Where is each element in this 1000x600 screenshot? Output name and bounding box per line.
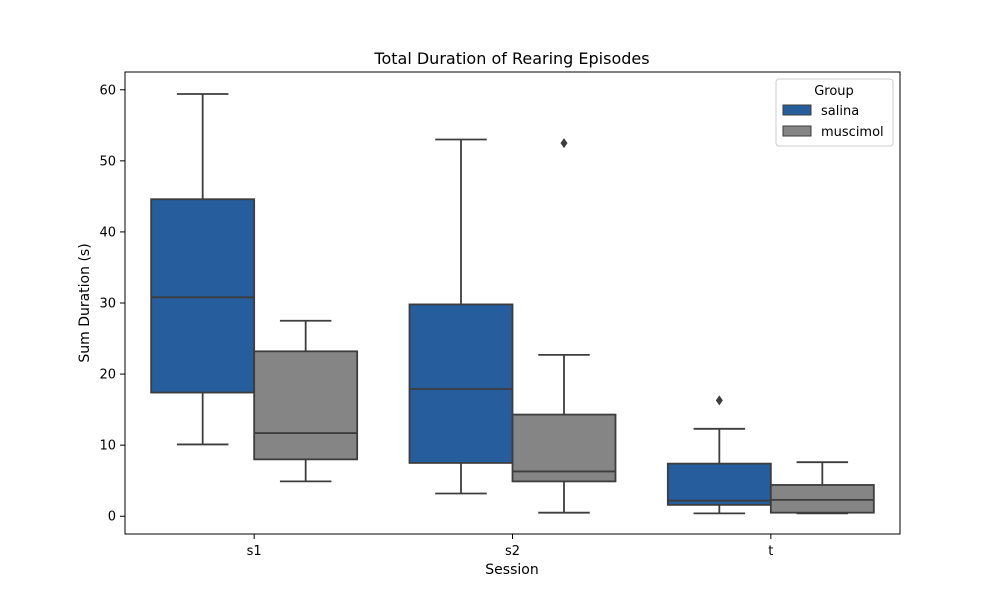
box-salina-s2 <box>408 138 514 495</box>
outlier-point <box>560 138 568 149</box>
box-iqr <box>769 484 875 514</box>
y-axis-label: Sum Duration (s) <box>77 243 93 362</box>
legend-label-salina: salina <box>821 104 859 119</box>
legend-swatch-salina <box>782 104 812 116</box>
box-salina-s1 <box>150 93 256 446</box>
x-tick-label: s2 <box>505 544 520 559</box>
x-tick-label: t <box>768 544 773 559</box>
y-tick-label: 40 <box>99 225 116 240</box>
y-tick-label: 20 <box>99 368 116 383</box>
box-muscimol-s1 <box>253 319 359 483</box>
y-tick-label: 60 <box>99 83 116 98</box>
y-axis-ticks: 0 10 20 30 40 50 60 <box>99 83 125 525</box>
legend-title: Group <box>814 84 854 99</box>
legend: Group salina muscimol <box>775 78 894 147</box>
box-salina-t <box>666 395 772 515</box>
y-tick-label: 50 <box>99 154 116 169</box>
box-iqr <box>666 462 772 506</box>
plot-elements <box>150 93 875 515</box>
x-axis-ticks: s1 s2 t <box>247 534 773 559</box>
box-iqr <box>253 350 359 461</box>
legend-swatch-muscimol <box>782 125 812 137</box>
y-tick-label: 10 <box>99 439 116 454</box>
box-iqr <box>511 413 617 483</box>
legend-label-muscimol: muscimol <box>821 125 884 140</box>
x-axis-label: Session <box>485 562 538 578</box>
outlier-point <box>715 395 723 406</box>
box-muscimol-s2 <box>511 138 617 514</box>
y-tick-label: 0 <box>108 510 116 525</box>
box-iqr <box>150 198 256 394</box>
box-muscimol-t <box>769 461 875 515</box>
chart-title: Total Duration of Rearing Episodes <box>373 49 649 68</box>
x-tick-label: s1 <box>247 544 262 559</box>
box-iqr <box>408 303 514 464</box>
y-tick-label: 30 <box>99 297 116 312</box>
